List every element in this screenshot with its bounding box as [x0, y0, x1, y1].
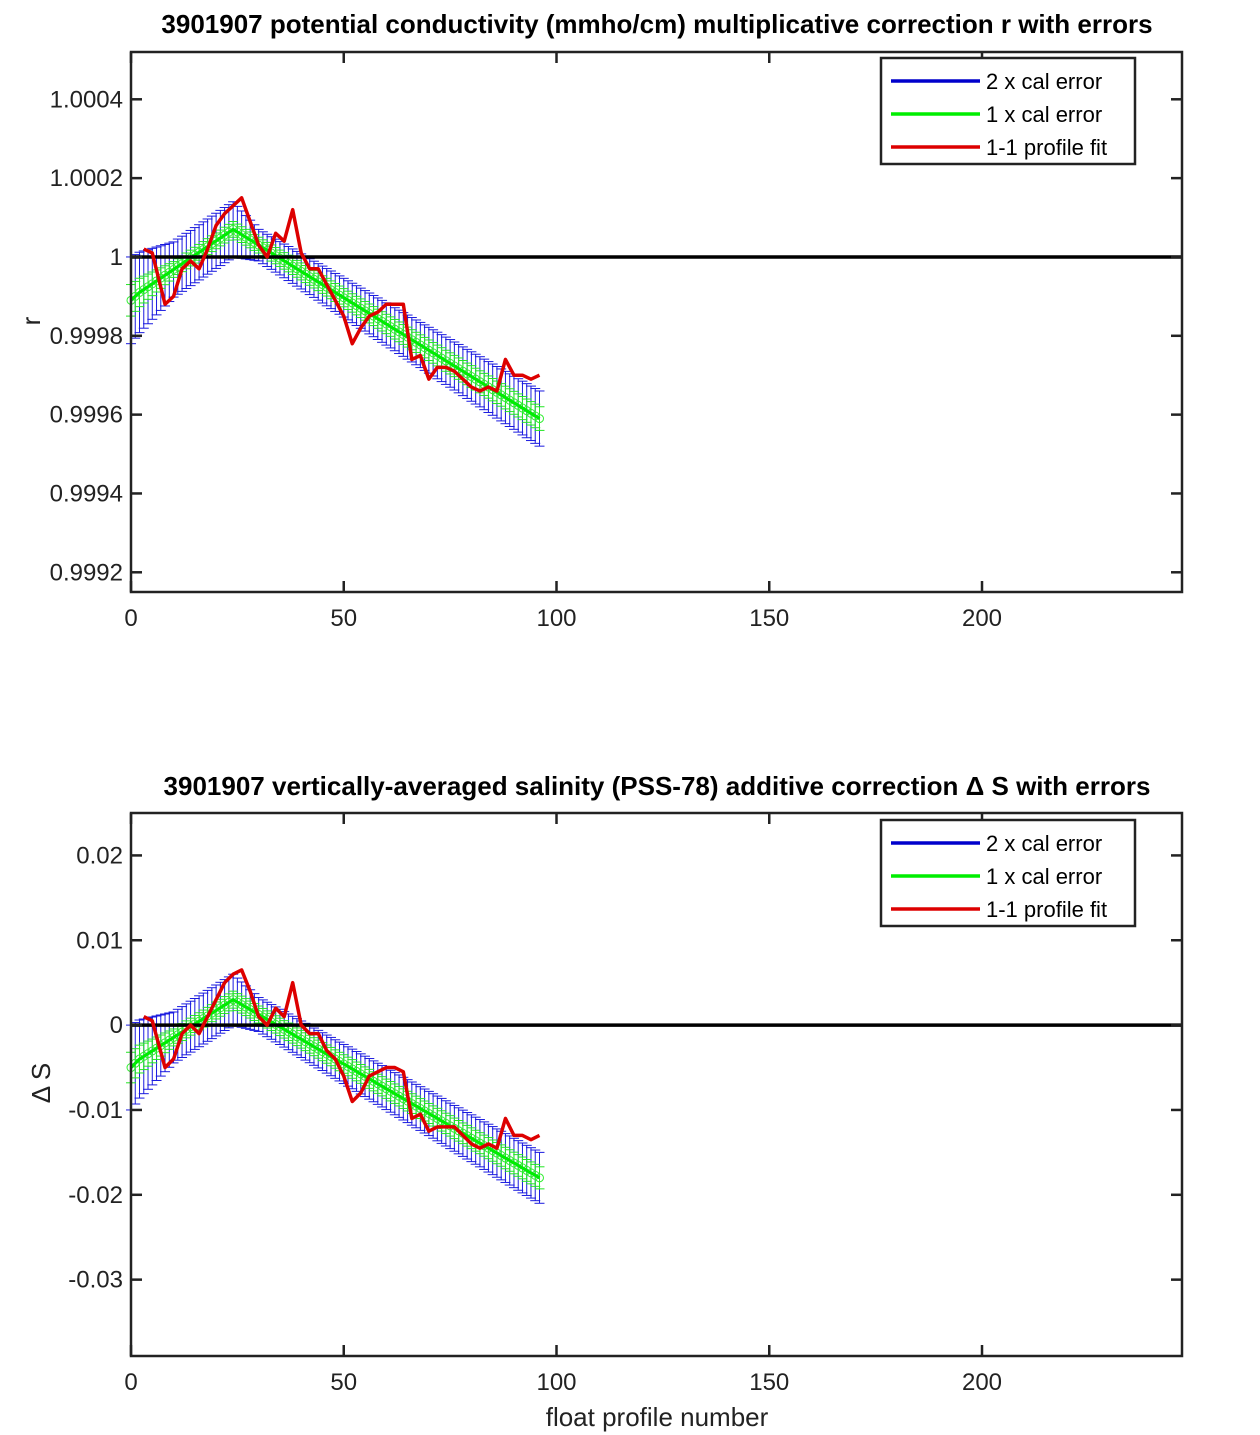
legend-bottom-label-1x: 1 x cal error [986, 864, 1102, 889]
x-tick-label: 150 [749, 1369, 789, 1396]
chart-top-title: 3901907 potential conductivity (mmho/cm)… [161, 9, 1152, 39]
y-tick-label: -0.01 [68, 1097, 123, 1124]
y-tick-label: 1.0002 [50, 165, 123, 192]
x-tick-label: 0 [124, 605, 137, 632]
legend-top-label-fit: 1-1 profile fit [986, 135, 1107, 160]
chart-top: 3901907 potential conductivity (mmho/cm)… [16, 9, 1184, 632]
y-tick-label: 0.9998 [50, 323, 123, 350]
chart-top-ylabel: r [16, 316, 46, 325]
x-tick-label: 200 [962, 1369, 1002, 1396]
y-tick-label: 1 [110, 244, 123, 271]
chart-top-legend: 2 x cal error 1 x cal error 1-1 profile … [879, 56, 1137, 166]
y-tick-label: -0.02 [68, 1182, 123, 1209]
y-tick-label: 0.9992 [50, 559, 123, 586]
x-tick-label: 150 [749, 605, 789, 632]
x-tick-label: 100 [536, 1369, 576, 1396]
y-tick-label: 0.9996 [50, 402, 123, 429]
chart-bottom-legend: 2 x cal error 1 x cal error 1-1 profile … [879, 818, 1137, 928]
x-tick-label: 0 [124, 1369, 137, 1396]
y-tick-label: 0.02 [76, 842, 123, 869]
marker-1x [534, 1173, 544, 1183]
x-tick-label: 50 [330, 605, 357, 632]
chart-bottom-title: 3901907 vertically-averaged salinity (PS… [164, 771, 1151, 801]
series-1x-cal-error-line [129, 227, 541, 420]
legend-bottom-label-fit: 1-1 profile fit [986, 897, 1107, 922]
y-tick-label: -0.03 [68, 1267, 123, 1294]
series-1x-cal-error [126, 990, 545, 1190]
chart-bottom-xlabel: float profile number [546, 1402, 769, 1432]
legend-top-label-1x: 1 x cal error [986, 102, 1102, 127]
x-tick-label: 200 [962, 605, 1002, 632]
chart-bottom: 3901907 vertically-averaged salinity (PS… [26, 771, 1184, 1432]
y-tick-label: 0.9994 [50, 480, 123, 507]
marker-1x [534, 414, 544, 424]
legend-top-label-2x: 2 x cal error [986, 69, 1102, 94]
series-profile-fit-line [142, 968, 541, 1150]
y-tick-label: 0 [110, 1012, 123, 1039]
x-tick-label: 50 [330, 1369, 357, 1396]
chart-bottom-ylabel: Δ S [26, 1063, 56, 1104]
series-profile-fit-line [143, 196, 541, 393]
y-tick-label: 1.0004 [50, 86, 123, 113]
axes-box [129, 811, 1184, 1358]
x-tick-label: 100 [536, 605, 576, 632]
y-tick-label: 0.01 [76, 927, 123, 954]
legend-bottom-label-2x: 2 x cal error [986, 831, 1102, 856]
axes-box [129, 50, 1184, 594]
